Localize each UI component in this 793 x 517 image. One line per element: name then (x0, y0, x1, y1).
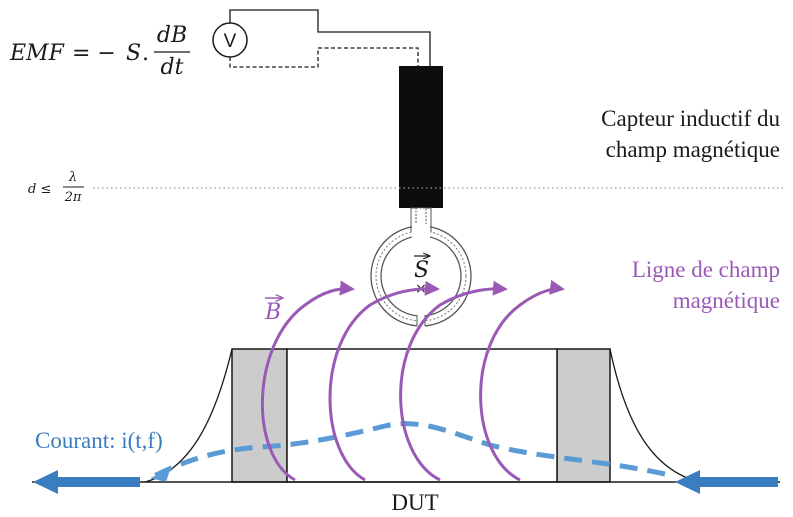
equation: EMF = − S . dB dt (9, 23, 190, 80)
equation-equals: = − (72, 41, 116, 66)
sensor-label-line1: Capteur inductif du (601, 106, 780, 131)
field-line-1 (261, 280, 355, 482)
equation-lhs: EMF (9, 41, 65, 66)
voltmeter-symbol: V (224, 31, 237, 52)
field-label-line2: magnétique (673, 288, 780, 313)
distance-denominator: 2π (64, 190, 82, 205)
equation-numerator: dB (157, 23, 187, 48)
field-line-4 (479, 279, 565, 482)
current-arrow-left (33, 470, 140, 494)
loop-middle (375, 230, 467, 322)
equation-dot: . (142, 41, 149, 66)
field-line-2 (328, 280, 440, 482)
vector-s-label: S (414, 258, 429, 283)
dut-gray-left (231, 348, 288, 483)
wire-solid (229, 9, 431, 66)
distance-numerator: λ (68, 170, 77, 185)
current-arrow-right (675, 470, 778, 494)
dut-body (286, 348, 558, 483)
field-line-3 (399, 280, 508, 482)
distance-condition: d ≤ λ 2π (28, 170, 84, 205)
vector-b-label: B (264, 300, 281, 325)
current-label: Courant: i(t,f) (35, 428, 163, 453)
distance-d-le: d ≤ (28, 182, 51, 197)
loop-junction (412, 224, 430, 238)
wire-dashed (229, 47, 419, 68)
current-wave-arrowhead (150, 470, 170, 482)
dut-label: DUT (391, 490, 438, 515)
sensor-label-line2: champ magnétique (606, 137, 780, 162)
equation-denominator: dt (161, 55, 184, 80)
equation-surface: S (126, 41, 141, 66)
dut-shoulder-right (609, 348, 701, 483)
field-label-line1: Ligne de champ (632, 257, 780, 282)
loop-gap (417, 312, 425, 330)
current-wave (148, 421, 666, 481)
probe-body (399, 66, 443, 208)
